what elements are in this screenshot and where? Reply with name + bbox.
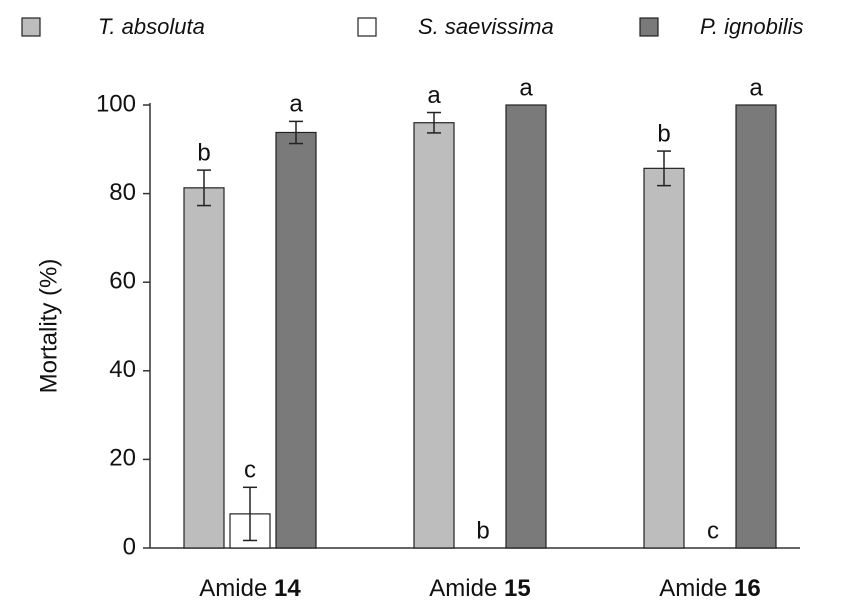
x-tick-label: Amide 14	[199, 575, 301, 602]
significance-label: b	[476, 517, 489, 544]
legend-swatch	[639, 17, 659, 37]
y-tick-label: 40	[109, 356, 136, 383]
legend-swatch	[21, 17, 41, 37]
legend-label: S. saevissima	[418, 14, 554, 39]
error-bar	[657, 150, 671, 187]
legend-label: T. absoluta	[98, 14, 205, 39]
legend-swatch	[357, 17, 377, 37]
bar	[505, 104, 547, 549]
error-bar	[197, 169, 211, 207]
y-axis-label: Mortality (%)	[35, 259, 62, 394]
significance-label: b	[197, 139, 210, 166]
legend-label: P. ignobilis	[700, 14, 804, 39]
significance-label: b	[657, 120, 670, 147]
bar	[643, 167, 685, 549]
y-tick-label: 0	[123, 533, 136, 560]
error-bar	[243, 486, 257, 542]
significance-label: a	[289, 91, 303, 118]
significance-label: a	[427, 82, 441, 109]
bar	[275, 131, 317, 549]
y-tick-label: 60	[109, 268, 136, 295]
significance-label: a	[519, 74, 533, 101]
bar	[735, 104, 777, 549]
bar	[183, 187, 225, 549]
x-tick-label: Amide 16	[659, 575, 760, 602]
error-bar	[427, 111, 441, 134]
significance-label: a	[749, 74, 763, 101]
x-tick-label: Amide 15	[429, 575, 530, 602]
y-tick-label: 80	[109, 179, 136, 206]
bar	[413, 122, 455, 549]
significance-label: c	[244, 457, 256, 484]
error-bar	[289, 120, 303, 145]
y-tick-label: 100	[96, 90, 136, 117]
y-tick-label: 20	[109, 445, 136, 472]
significance-label: c	[707, 517, 719, 544]
